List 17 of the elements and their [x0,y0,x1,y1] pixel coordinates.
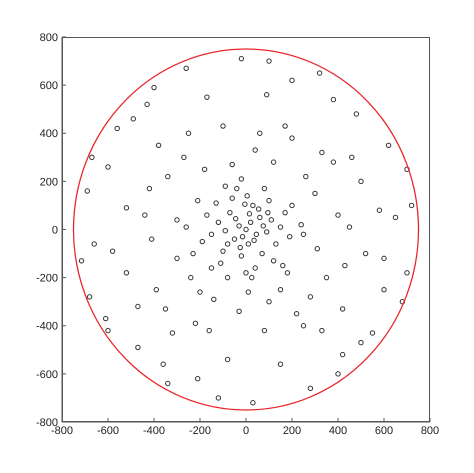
y-tick-label: 400 [40,128,58,140]
y-tick-label: 0 [52,224,58,236]
y-tick-label: -200 [36,272,58,285]
x-tick-label: 0 [242,424,250,437]
x-tick-label: 200 [282,424,302,437]
x-tick-label: -400 [142,424,166,437]
y-tick-label: 200 [40,176,58,188]
y-tick-label: -600 [36,368,58,381]
x-tick-label: 600 [374,424,394,437]
x-tick-label: -800 [50,424,74,437]
x-tick-label: -200 [188,424,212,437]
y-tick-label: 800 [40,32,58,44]
y-tick-label: 600 [40,80,58,92]
y-tick-label: -400 [36,320,58,333]
x-tick-label: 800 [420,424,440,437]
x-tick-label: 400 [328,424,348,437]
x-tick-label: -600 [96,424,120,437]
